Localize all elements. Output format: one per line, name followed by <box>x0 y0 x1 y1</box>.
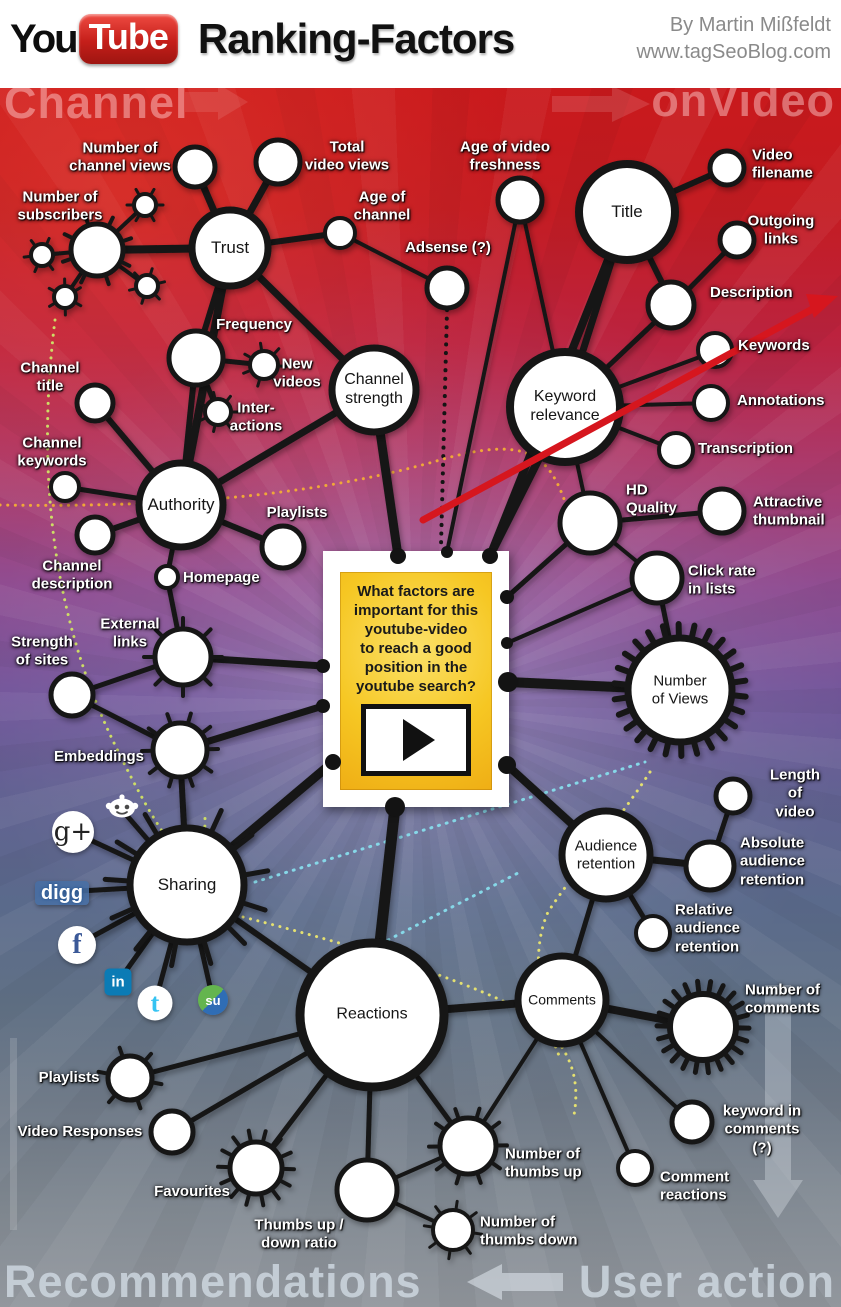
node-authority <box>135 459 227 551</box>
section-label-user-action: User action <box>578 1256 835 1307</box>
node-comment-reactions <box>616 1149 654 1187</box>
logo-tube: Tube <box>78 14 178 64</box>
node-keyword-relevance <box>506 348 624 466</box>
node-interactions <box>203 397 233 427</box>
node-trust <box>188 206 272 290</box>
node-description <box>645 279 697 331</box>
node-keywords <box>696 331 734 369</box>
node-video-views <box>253 137 303 187</box>
node-playlists-channel <box>259 523 307 571</box>
node-subs-a <box>132 192 158 218</box>
question-text: What factors are important for this yout… <box>353 583 479 696</box>
node-frequency <box>166 328 226 388</box>
play-button[interactable] <box>361 704 471 777</box>
node-number-of-views <box>624 634 736 746</box>
node-sharing <box>126 824 248 946</box>
node-video-filename <box>707 148 747 188</box>
node-channel-keywords <box>49 471 81 503</box>
question-box: What factors are important for this yout… <box>323 551 509 807</box>
node-strength-of-sites <box>48 671 96 719</box>
node-video-responses <box>148 1108 196 1156</box>
node-hd-quality <box>557 490 623 556</box>
node-channel-views <box>172 144 218 190</box>
node-subs-d <box>134 273 160 299</box>
node-reactions <box>295 938 449 1092</box>
node-transcription <box>657 431 695 469</box>
node-new-videos <box>248 349 280 381</box>
node-keyword-in-comments <box>669 1099 715 1145</box>
node-title <box>575 160 679 264</box>
node-subs-b <box>29 242 55 268</box>
section-label-recommendations: Recommendations <box>4 1256 422 1307</box>
node-channel-strength <box>328 344 420 436</box>
node-thumbs-down <box>431 1208 475 1252</box>
node-subs-c <box>52 284 78 310</box>
node-length-of-video <box>713 776 753 816</box>
node-age-of-channel <box>323 216 357 250</box>
node-comments <box>514 952 610 1048</box>
node-external-links <box>152 626 214 688</box>
node-homepage <box>154 564 180 590</box>
node-outgoing-links <box>717 220 757 260</box>
question-card: What factors are important for this yout… <box>340 572 492 790</box>
node-thumbs-up <box>437 1115 499 1177</box>
byline: By Martin Mißfeldt www.tagSeoBlog.com <box>636 14 831 63</box>
node-thumbnail <box>697 486 747 536</box>
node-number-of-comments <box>667 991 739 1063</box>
node-freshness <box>495 175 545 225</box>
node-audience-retention <box>558 807 654 903</box>
node-subscribers <box>68 221 126 279</box>
page-title: Ranking-Factors <box>197 15 515 62</box>
node-channel-description <box>74 514 116 556</box>
node-absolute-retention <box>683 839 737 893</box>
node-relative-retention <box>634 914 672 952</box>
play-icon <box>403 719 435 762</box>
header: You Tube Ranking-Factors By Martin Mißfe… <box>0 0 841 88</box>
node-adsense <box>424 265 470 311</box>
node-playlists-user <box>105 1053 155 1103</box>
node-thumbs-ratio <box>334 1157 400 1223</box>
logo-you: You <box>10 17 79 61</box>
youtube-logo: You Tube Ranking-Factors <box>10 14 515 64</box>
node-annotations <box>692 384 730 422</box>
background-arrows <box>10 84 803 1300</box>
node-favourites <box>227 1139 285 1197</box>
node-click-rate <box>629 550 685 606</box>
node-channel-title <box>74 382 116 424</box>
node-embeddings <box>150 720 210 780</box>
